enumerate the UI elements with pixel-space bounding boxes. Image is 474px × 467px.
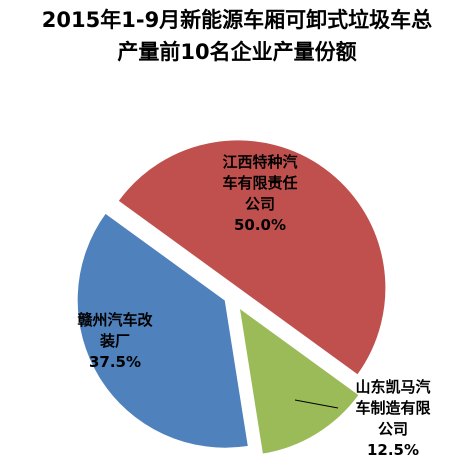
slice-label-line: 赣州汽车改 [77,311,153,329]
slice-label-line: 车制造有限 [355,399,430,417]
slice-label-line: 山东凯马汽 [355,378,430,396]
slice-label-line: 公司 [378,420,408,438]
chart-title-line-1: 2015年1-9月新能源车厢可卸式垃圾车总 [41,8,433,32]
pie-slice-1 [117,139,387,376]
slice-label-line: 公司 [245,195,275,213]
slice-label-line: 装厂 [99,332,130,350]
slice-label-line: 江西特种汽 [222,153,297,171]
pie-slice-2 [238,306,360,455]
chart-title-line-2: 产量前10名企业产量份额 [117,40,357,64]
slice-percent-label: 50.0% [234,216,286,234]
chart-title: 2015年1-9月新能源车厢可卸式垃圾车总 产量前10名企业产量份额 [0,4,474,68]
pie-slice-3 [76,212,249,449]
leader-line [294,399,339,409]
slice-percent-label: 12.5% [367,441,419,459]
slice-percent-label: 37.5% [89,353,141,371]
slice-label-line: 车有限责任 [222,174,297,192]
